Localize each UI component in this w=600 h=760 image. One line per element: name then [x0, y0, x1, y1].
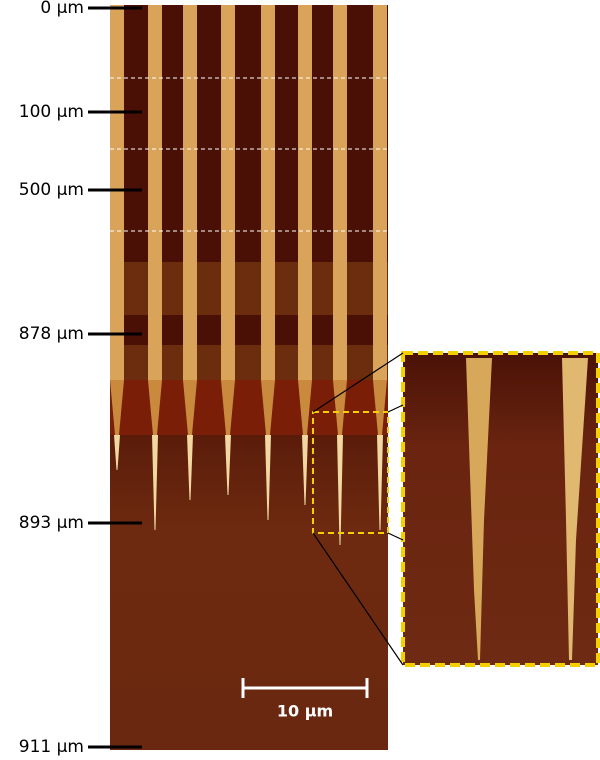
stripe — [148, 5, 162, 380]
spike — [225, 435, 231, 495]
depth-label: 911 µm — [19, 737, 84, 757]
connector — [312, 352, 404, 413]
inset-spike — [466, 358, 492, 660]
spike — [152, 435, 158, 530]
scale-label: 10 µm — [277, 702, 333, 721]
stripe — [261, 5, 275, 380]
stripe — [183, 5, 197, 380]
depth-label: 100 µm — [19, 102, 84, 122]
taper — [261, 380, 275, 435]
taper — [373, 380, 387, 435]
scale-bar — [241, 678, 369, 698]
afm-image — [110, 5, 388, 750]
taper — [221, 380, 235, 435]
substrate-region — [110, 435, 388, 750]
taper — [183, 380, 197, 435]
zoom-box — [312, 411, 389, 534]
connector — [387, 532, 404, 541]
spike — [377, 435, 383, 530]
dashed-lines — [110, 77, 388, 232]
spike — [114, 435, 120, 470]
taper — [298, 380, 312, 435]
stripe — [110, 5, 124, 380]
stripe — [298, 5, 312, 380]
spike — [337, 435, 343, 545]
spike — [187, 435, 193, 500]
stripe — [333, 5, 347, 380]
stripe — [373, 5, 387, 380]
stripe — [221, 5, 235, 380]
taper — [333, 380, 347, 435]
connector — [312, 532, 404, 666]
depth-label: 0 µm — [40, 0, 84, 18]
depth-label: 893 µm — [19, 513, 84, 533]
spike — [302, 435, 308, 505]
taper — [110, 380, 124, 435]
inset-border — [401, 351, 600, 667]
taper — [148, 380, 162, 435]
inset-spike — [562, 358, 588, 660]
depth-label: 878 µm — [19, 324, 84, 344]
spike — [265, 435, 271, 520]
connector — [387, 404, 404, 413]
depth-label: 500 µm — [19, 180, 84, 200]
